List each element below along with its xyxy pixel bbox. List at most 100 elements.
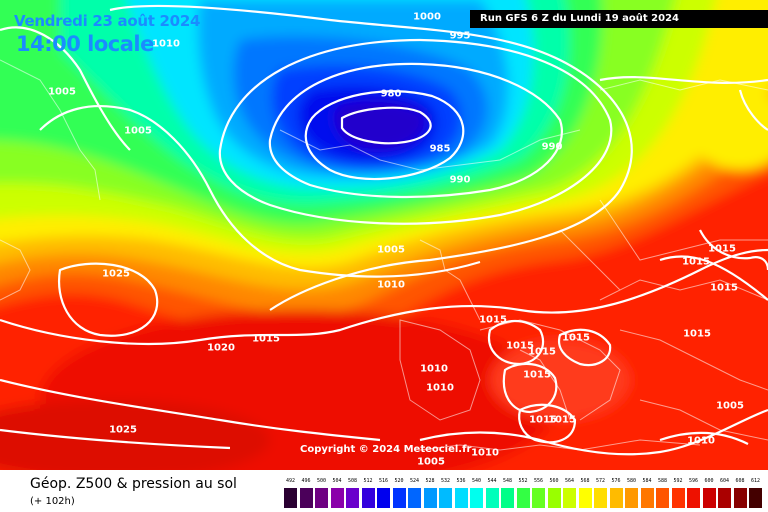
scale-tick-label: 584	[642, 478, 652, 484]
scale-tick-label: 500	[316, 478, 327, 484]
scale-swatch	[749, 488, 762, 508]
isobar-label: 1020	[207, 342, 235, 354]
scale-swatch	[392, 488, 406, 508]
scale-swatch	[377, 488, 390, 508]
isobar-label: 1010	[152, 38, 180, 50]
isobar-label: 1015	[710, 282, 738, 294]
scale-tick-label: 528	[425, 478, 435, 484]
isobar-label: 1015	[528, 346, 556, 358]
scale-swatch	[315, 488, 328, 508]
copyright-text: Copyright © 2024 Meteociel.fr	[300, 444, 472, 455]
isobar-label: 1025	[102, 268, 130, 280]
isobar-label: 1010	[426, 382, 454, 394]
isobar-label: 1015	[479, 314, 507, 326]
legend-title: Géop. Z500 & pression au sol	[30, 476, 237, 492]
scale-tick-label: 492	[285, 478, 296, 484]
scale-swatch	[733, 488, 747, 508]
scale-tick-label: 520	[394, 478, 404, 484]
scale-swatch	[408, 488, 421, 508]
isobar-label: 1015	[683, 328, 711, 340]
scale-tick-label: 608	[735, 478, 745, 484]
isobar-label: 1015	[529, 414, 557, 426]
scale-swatch	[594, 488, 607, 508]
scale-tick-label: 496	[301, 478, 311, 484]
isobar-label: 1015	[252, 333, 280, 345]
legend-subtitle: (+ 102h)	[30, 496, 75, 507]
scale-swatch	[687, 488, 700, 508]
isobar-label: 1005	[716, 400, 744, 412]
scale-swatch	[299, 488, 313, 508]
scale-swatch	[454, 488, 468, 508]
scale-swatch	[501, 488, 514, 508]
scale-tick-label: 516	[378, 478, 389, 484]
scale-swatch	[563, 488, 576, 508]
scale-tick-label: 536	[456, 478, 466, 484]
model-run-label: Run GFS 6 Z du Lundi 19 août 2024	[470, 10, 768, 28]
forecast-date: Vendredi 23 août 2024	[14, 12, 201, 30]
isobar-label: 995	[449, 30, 471, 42]
isobar-label: 1015	[523, 369, 551, 381]
scale-swatch	[718, 488, 731, 508]
isobar-label: 1025	[109, 424, 137, 436]
scale-tick-label: 596	[688, 478, 699, 484]
scale-tick-label: 512	[363, 478, 373, 484]
scale-swatch	[423, 488, 437, 508]
isobar-label: 1010	[377, 279, 405, 291]
isobar-label: 1005	[417, 456, 445, 468]
scale-tick-label: 548	[502, 478, 513, 484]
scale-swatch	[485, 488, 499, 508]
scale-swatch	[330, 488, 344, 508]
scale-swatch	[346, 488, 359, 508]
isobar-label: 1015	[708, 243, 736, 255]
scale-tick-label: 564	[564, 478, 575, 484]
scale-swatch	[609, 488, 623, 508]
scale-tick-label: 592	[673, 478, 683, 484]
isobar-label: 1010	[687, 435, 715, 447]
forecast-time: 14:00 locale	[16, 32, 154, 56]
scale-tick-label: 556	[533, 478, 544, 484]
isobar-label: 1005	[124, 125, 152, 137]
scale-tick-label: 524	[409, 478, 420, 484]
scale-swatch	[361, 488, 375, 508]
isobar-label: 1010	[471, 447, 499, 459]
scale-swatch	[640, 488, 654, 508]
isobar-label: 1005	[377, 244, 405, 256]
scale-swatch	[470, 488, 483, 508]
z500-field	[0, 0, 768, 470]
isobar-label: 1015	[562, 332, 590, 344]
scale-tick-label: 504	[332, 478, 342, 484]
isobar-label: 990	[449, 174, 471, 186]
isobar-label: 980	[380, 88, 402, 100]
scale-tick-label: 612	[750, 478, 761, 484]
isobar-label: 1015	[548, 414, 576, 426]
scale-tick-label: 508	[347, 478, 358, 484]
isobar-label: 1000	[413, 11, 441, 23]
scale-tick-label: 568	[580, 478, 590, 484]
scale-tick-label: 544	[487, 478, 497, 484]
isobar-label: 1015	[506, 340, 534, 352]
scale-swatch	[578, 488, 592, 508]
isobar-label: 1005	[48, 86, 76, 98]
scale-swatch	[702, 488, 716, 508]
scale-tick-label: 532	[440, 478, 451, 484]
scale-swatch	[284, 488, 297, 508]
scale-swatch	[516, 488, 530, 508]
legend-bar: Géop. Z500 & pression au sol (+ 102h) 49…	[0, 470, 768, 512]
scale-tick-label: 560	[549, 478, 559, 484]
scale-swatch	[625, 488, 638, 508]
scale-tick-label: 580	[626, 478, 637, 484]
scale-swatch	[656, 488, 669, 508]
isobar-label: 1010	[420, 363, 448, 375]
isobar-label: 985	[429, 143, 451, 155]
scale-swatch	[671, 488, 685, 508]
color-scale: 492 496 500 504 508 512 516 520 524 528 532 536 540 5…	[284, 478, 762, 510]
isobar-label: 1015	[682, 256, 710, 268]
scale-tick-label: 600	[704, 478, 714, 484]
scale-tick-label: 588	[657, 478, 668, 484]
scale-swatch	[439, 488, 452, 508]
scale-swatch	[547, 488, 561, 508]
scale-tick-label: 604	[719, 478, 730, 484]
scale-swatch	[532, 488, 545, 508]
scale-tick-label: 572	[595, 478, 606, 484]
scale-tick-label: 552	[518, 478, 528, 484]
